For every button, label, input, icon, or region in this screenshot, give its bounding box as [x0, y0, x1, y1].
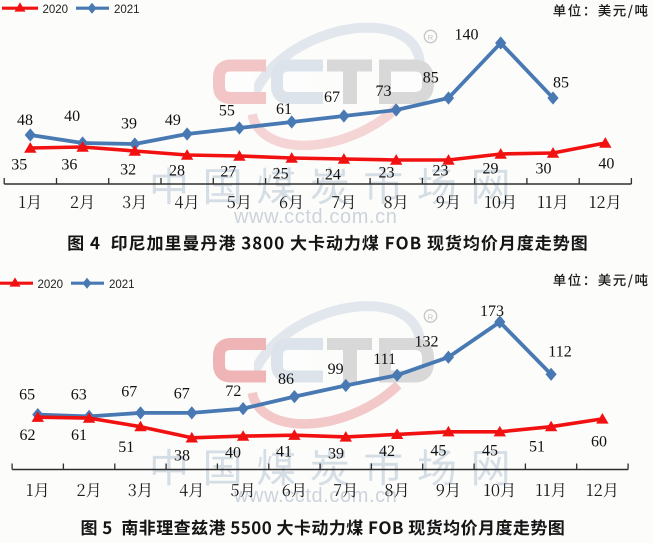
svg-text:48: 48 [17, 112, 33, 129]
svg-text:85: 85 [423, 69, 439, 86]
svg-text:40: 40 [225, 444, 241, 461]
svg-text:2021: 2021 [109, 279, 135, 291]
svg-text:140: 140 [455, 26, 479, 43]
svg-text:67: 67 [121, 384, 137, 401]
svg-text:23: 23 [433, 163, 449, 180]
svg-text:49: 49 [165, 112, 181, 129]
svg-text:41: 41 [276, 444, 292, 461]
svg-text:85: 85 [553, 74, 569, 91]
svg-text:45: 45 [482, 443, 498, 460]
svg-text:32: 32 [120, 161, 136, 178]
svg-text:61: 61 [276, 101, 292, 118]
svg-text:132: 132 [415, 333, 439, 350]
svg-text:2020: 2020 [38, 279, 64, 291]
svg-text:R: R [428, 312, 434, 321]
svg-text:73: 73 [376, 83, 392, 100]
svg-text:65: 65 [19, 387, 35, 404]
svg-text:173: 173 [480, 303, 504, 320]
svg-text:51: 51 [118, 439, 134, 456]
svg-text:112: 112 [548, 344, 571, 361]
svg-text:25: 25 [273, 166, 289, 183]
svg-text:28: 28 [169, 162, 185, 179]
svg-text:67: 67 [324, 89, 340, 106]
svg-text:99: 99 [328, 361, 344, 378]
svg-text:2020: 2020 [43, 4, 69, 16]
svg-text:2021: 2021 [114, 4, 140, 16]
svg-text:67: 67 [174, 385, 190, 402]
svg-text:23: 23 [379, 164, 395, 181]
svg-text:40: 40 [598, 156, 614, 173]
svg-text:30: 30 [536, 160, 552, 177]
svg-text:63: 63 [71, 387, 87, 404]
svg-text:29: 29 [483, 160, 499, 177]
svg-text:www.cctd.com.cn: www.cctd.com.cn [233, 485, 397, 507]
svg-text:35: 35 [11, 157, 27, 174]
svg-text:45: 45 [430, 443, 446, 460]
svg-text:61: 61 [71, 427, 87, 444]
svg-text:51: 51 [529, 438, 545, 455]
svg-text:55: 55 [219, 103, 235, 120]
svg-text:62: 62 [20, 427, 36, 444]
svg-text:111: 111 [373, 351, 396, 368]
svg-text:38: 38 [174, 447, 190, 464]
svg-text:39: 39 [121, 115, 137, 132]
svg-text:24: 24 [325, 167, 341, 184]
svg-text:40: 40 [64, 108, 80, 125]
svg-text:R: R [428, 33, 434, 42]
svg-text:60: 60 [591, 433, 607, 450]
svg-text:39: 39 [328, 445, 344, 462]
svg-text:27: 27 [220, 164, 236, 181]
svg-text:www.cctd.com.cn: www.cctd.com.cn [233, 206, 397, 228]
svg-text:72: 72 [225, 383, 241, 400]
svg-text:86: 86 [278, 371, 294, 388]
svg-text:42: 42 [379, 443, 395, 460]
svg-text:36: 36 [61, 157, 77, 174]
